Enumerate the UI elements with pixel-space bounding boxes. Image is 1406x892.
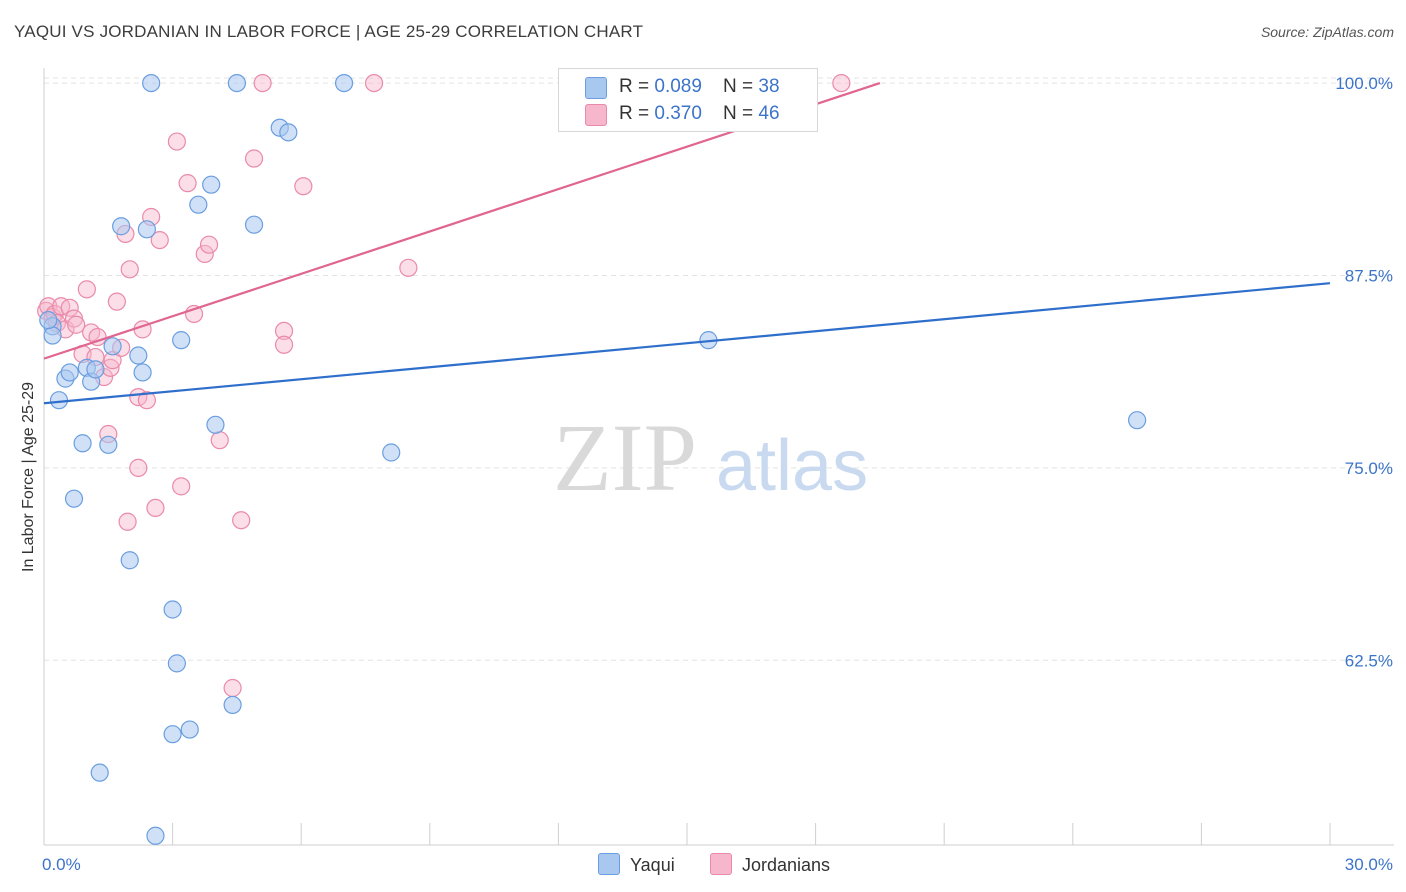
yaqui-point-5 bbox=[64, 489, 84, 508]
axes bbox=[43, 68, 1394, 846]
jordanians-r-label: R = bbox=[619, 103, 655, 124]
series-jordanians bbox=[37, 73, 851, 698]
jordanian-point-36 bbox=[199, 235, 219, 254]
jordanian-point-33 bbox=[178, 174, 197, 193]
bottom-yaqui-label: Yaqui bbox=[630, 855, 675, 875]
jordanian-point-40 bbox=[244, 149, 264, 168]
yaqui-point-1 bbox=[43, 326, 62, 345]
bottom-jordanians-swatch bbox=[710, 853, 732, 875]
jordanians-swatch bbox=[585, 104, 607, 126]
yaqui-point-12 bbox=[103, 337, 122, 356]
y-tick-label-0: 100.0% bbox=[1335, 74, 1393, 93]
yaqui-point-18 bbox=[146, 826, 165, 845]
jordanian-point-35 bbox=[195, 244, 214, 264]
jordanian-point-47 bbox=[832, 73, 851, 93]
jordanian-point-7 bbox=[60, 298, 79, 317]
yaqui-point-26 bbox=[202, 175, 221, 194]
jordanian-point-19 bbox=[107, 292, 126, 311]
yaqui-n-label: N = bbox=[723, 76, 759, 97]
yaqui-point-10 bbox=[90, 763, 109, 782]
yaqui-point-33 bbox=[334, 73, 354, 93]
jordanian-point-43 bbox=[274, 335, 294, 354]
yaqui-r-label: R = bbox=[619, 76, 655, 97]
yaqui-point-37 bbox=[39, 311, 58, 330]
jordanian-point-38 bbox=[223, 678, 242, 698]
yaqui-point-9 bbox=[86, 360, 105, 379]
bottom-legend-yaqui: Yaqui bbox=[598, 853, 675, 876]
yaqui-point-23 bbox=[172, 331, 191, 350]
series-yaqui bbox=[39, 73, 1147, 845]
yaqui-point-19 bbox=[142, 73, 161, 93]
jordanian-point-32 bbox=[172, 477, 191, 496]
jordanian-point-27 bbox=[137, 391, 156, 410]
jordanian-point-31 bbox=[167, 132, 186, 151]
x-tick-label-0: 0.0% bbox=[42, 855, 81, 874]
y-tick-label-2: 75.0% bbox=[1345, 459, 1393, 478]
jordanians-n-label: N = bbox=[723, 103, 759, 124]
bottom-legend-jordanians: Jordanians bbox=[710, 853, 830, 876]
stats-legend: R = 0.089 N = 38 R = 0.370 N = 46 bbox=[558, 68, 818, 132]
yaqui-point-29 bbox=[227, 73, 246, 93]
jordanian-point-39 bbox=[232, 511, 251, 530]
watermark: ZIP atlas bbox=[553, 404, 868, 511]
yaqui-n-value: 38 bbox=[758, 76, 780, 97]
yaqui-point-21 bbox=[163, 600, 182, 619]
jordanian-point-29 bbox=[146, 498, 165, 518]
yaqui-point-25 bbox=[189, 195, 208, 214]
jordanian-point-42 bbox=[274, 321, 294, 341]
jordanian-point-23 bbox=[120, 260, 139, 279]
yaqui-point-34 bbox=[382, 443, 401, 462]
jordanian-point-30 bbox=[150, 230, 169, 250]
chart-title: YAQUI VS JORDANIAN IN LABOR FORCE | AGE … bbox=[14, 22, 644, 41]
watermark-zip: ZIP bbox=[553, 404, 697, 511]
jordanians-r-value: 0.370 bbox=[654, 103, 702, 124]
bottom-jordanians-label: Jordanians bbox=[742, 855, 831, 875]
yaqui-point-6 bbox=[73, 434, 92, 453]
yaqui-point-20 bbox=[163, 725, 182, 744]
yaqui-point-17 bbox=[137, 220, 156, 239]
yaqui-point-24 bbox=[180, 720, 199, 739]
jordanian-point-11 bbox=[77, 280, 96, 299]
yaqui-point-36 bbox=[1127, 411, 1147, 430]
yaqui-point-16 bbox=[112, 217, 131, 236]
jordanian-point-9 bbox=[67, 315, 86, 334]
yaqui-point-30 bbox=[244, 215, 264, 234]
gridlines bbox=[44, 77, 1394, 661]
yaqui-swatch bbox=[585, 77, 607, 99]
yaqui-point-27 bbox=[206, 415, 225, 434]
yaqui-point-22 bbox=[167, 654, 186, 673]
source-label: Source: ZipAtlas.com bbox=[1260, 24, 1394, 40]
tick-labels: 100.0% 87.5% 75.0% 62.5% 0.0% 30.0% bbox=[42, 74, 1393, 874]
jordanian-point-46 bbox=[399, 258, 418, 277]
y-tick-label-3: 62.5% bbox=[1345, 651, 1393, 670]
yaqui-trend-line bbox=[43, 282, 1331, 405]
watermark-atlas: atlas bbox=[716, 426, 868, 506]
jordanian-point-41 bbox=[253, 73, 272, 93]
yaqui-point-32 bbox=[279, 123, 298, 142]
bottom-yaqui-swatch bbox=[598, 853, 620, 875]
jordanian-point-25 bbox=[129, 458, 148, 477]
yaqui-point-28 bbox=[223, 695, 242, 715]
yaqui-point-11 bbox=[99, 435, 118, 454]
jordanian-point-37 bbox=[210, 431, 229, 450]
yaqui-point-2 bbox=[49, 391, 69, 410]
yaqui-r-value: 0.089 bbox=[654, 76, 702, 97]
yaqui-point-4 bbox=[60, 363, 79, 382]
yaqui-point-14 bbox=[129, 346, 148, 365]
jordanian-point-22 bbox=[118, 512, 137, 531]
jordanians-n-value: 46 bbox=[758, 103, 780, 124]
y-tick-label-1: 87.5% bbox=[1345, 266, 1393, 285]
x-tick-label-1: 30.0% bbox=[1345, 855, 1393, 874]
jordanian-point-44 bbox=[294, 177, 313, 196]
jordanian-point-45 bbox=[364, 73, 384, 93]
yaqui-point-13 bbox=[120, 551, 139, 570]
yaqui-point-15 bbox=[133, 363, 152, 382]
